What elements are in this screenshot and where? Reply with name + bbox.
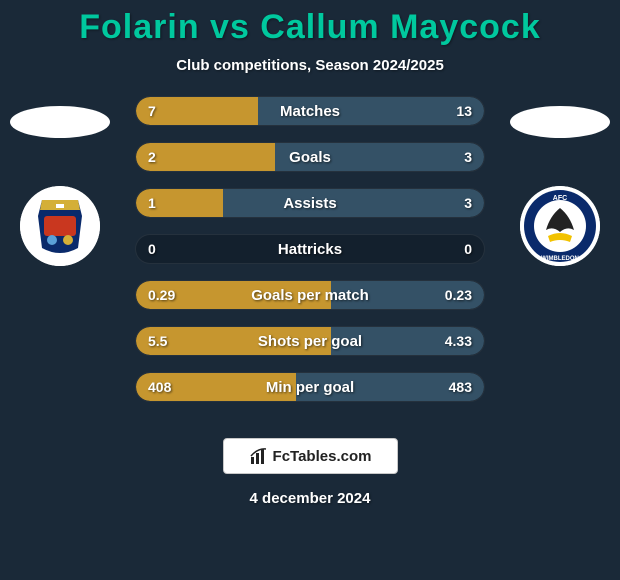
svg-text:AFC: AFC	[553, 195, 567, 202]
club-crest-left	[20, 186, 100, 266]
stat-bars-container: 713Matches 23Goals 13Assists 00Hattricks 0.2…	[135, 96, 485, 418]
page-title: Folarin vs Callum Maycock	[0, 0, 620, 47]
player-photo-right-placeholder	[510, 106, 610, 138]
club-crest-right: AFC WIMBLEDON	[520, 186, 600, 266]
stat-row: 408483Min per goal	[135, 372, 485, 402]
stat-row: 5.54.33Shots per goal	[135, 326, 485, 356]
date-label: 4 december 2024	[0, 490, 620, 507]
stat-label: Hattricks	[136, 235, 484, 263]
stat-row: 23Goals	[135, 142, 485, 172]
svg-text:WIMBLEDON: WIMBLEDON	[541, 256, 579, 262]
stat-row: 713Matches	[135, 96, 485, 126]
crest-left-icon	[20, 186, 100, 266]
subtitle: Club competitions, Season 2024/2025	[0, 57, 620, 74]
player-photo-left-placeholder	[10, 106, 110, 138]
stat-label: Goals per match	[136, 281, 484, 309]
brand-badge[interactable]: FcTables.com	[223, 438, 398, 474]
stat-row: 00Hattricks	[135, 234, 485, 264]
stat-row: 0.290.23Goals per match	[135, 280, 485, 310]
stat-row: 13Assists	[135, 188, 485, 218]
stat-label: Min per goal	[136, 373, 484, 401]
stat-label: Matches	[136, 97, 484, 125]
brand-logo-icon	[249, 446, 269, 466]
comparison-arena: AFC WIMBLEDON 713Matches 23Goals 13Assists…	[0, 96, 620, 426]
brand-text: FcTables.com	[273, 448, 372, 465]
stat-label: Shots per goal	[136, 327, 484, 355]
stat-label: Assists	[136, 189, 484, 217]
stat-label: Goals	[136, 143, 484, 171]
crest-right-icon: AFC WIMBLEDON	[520, 186, 600, 266]
